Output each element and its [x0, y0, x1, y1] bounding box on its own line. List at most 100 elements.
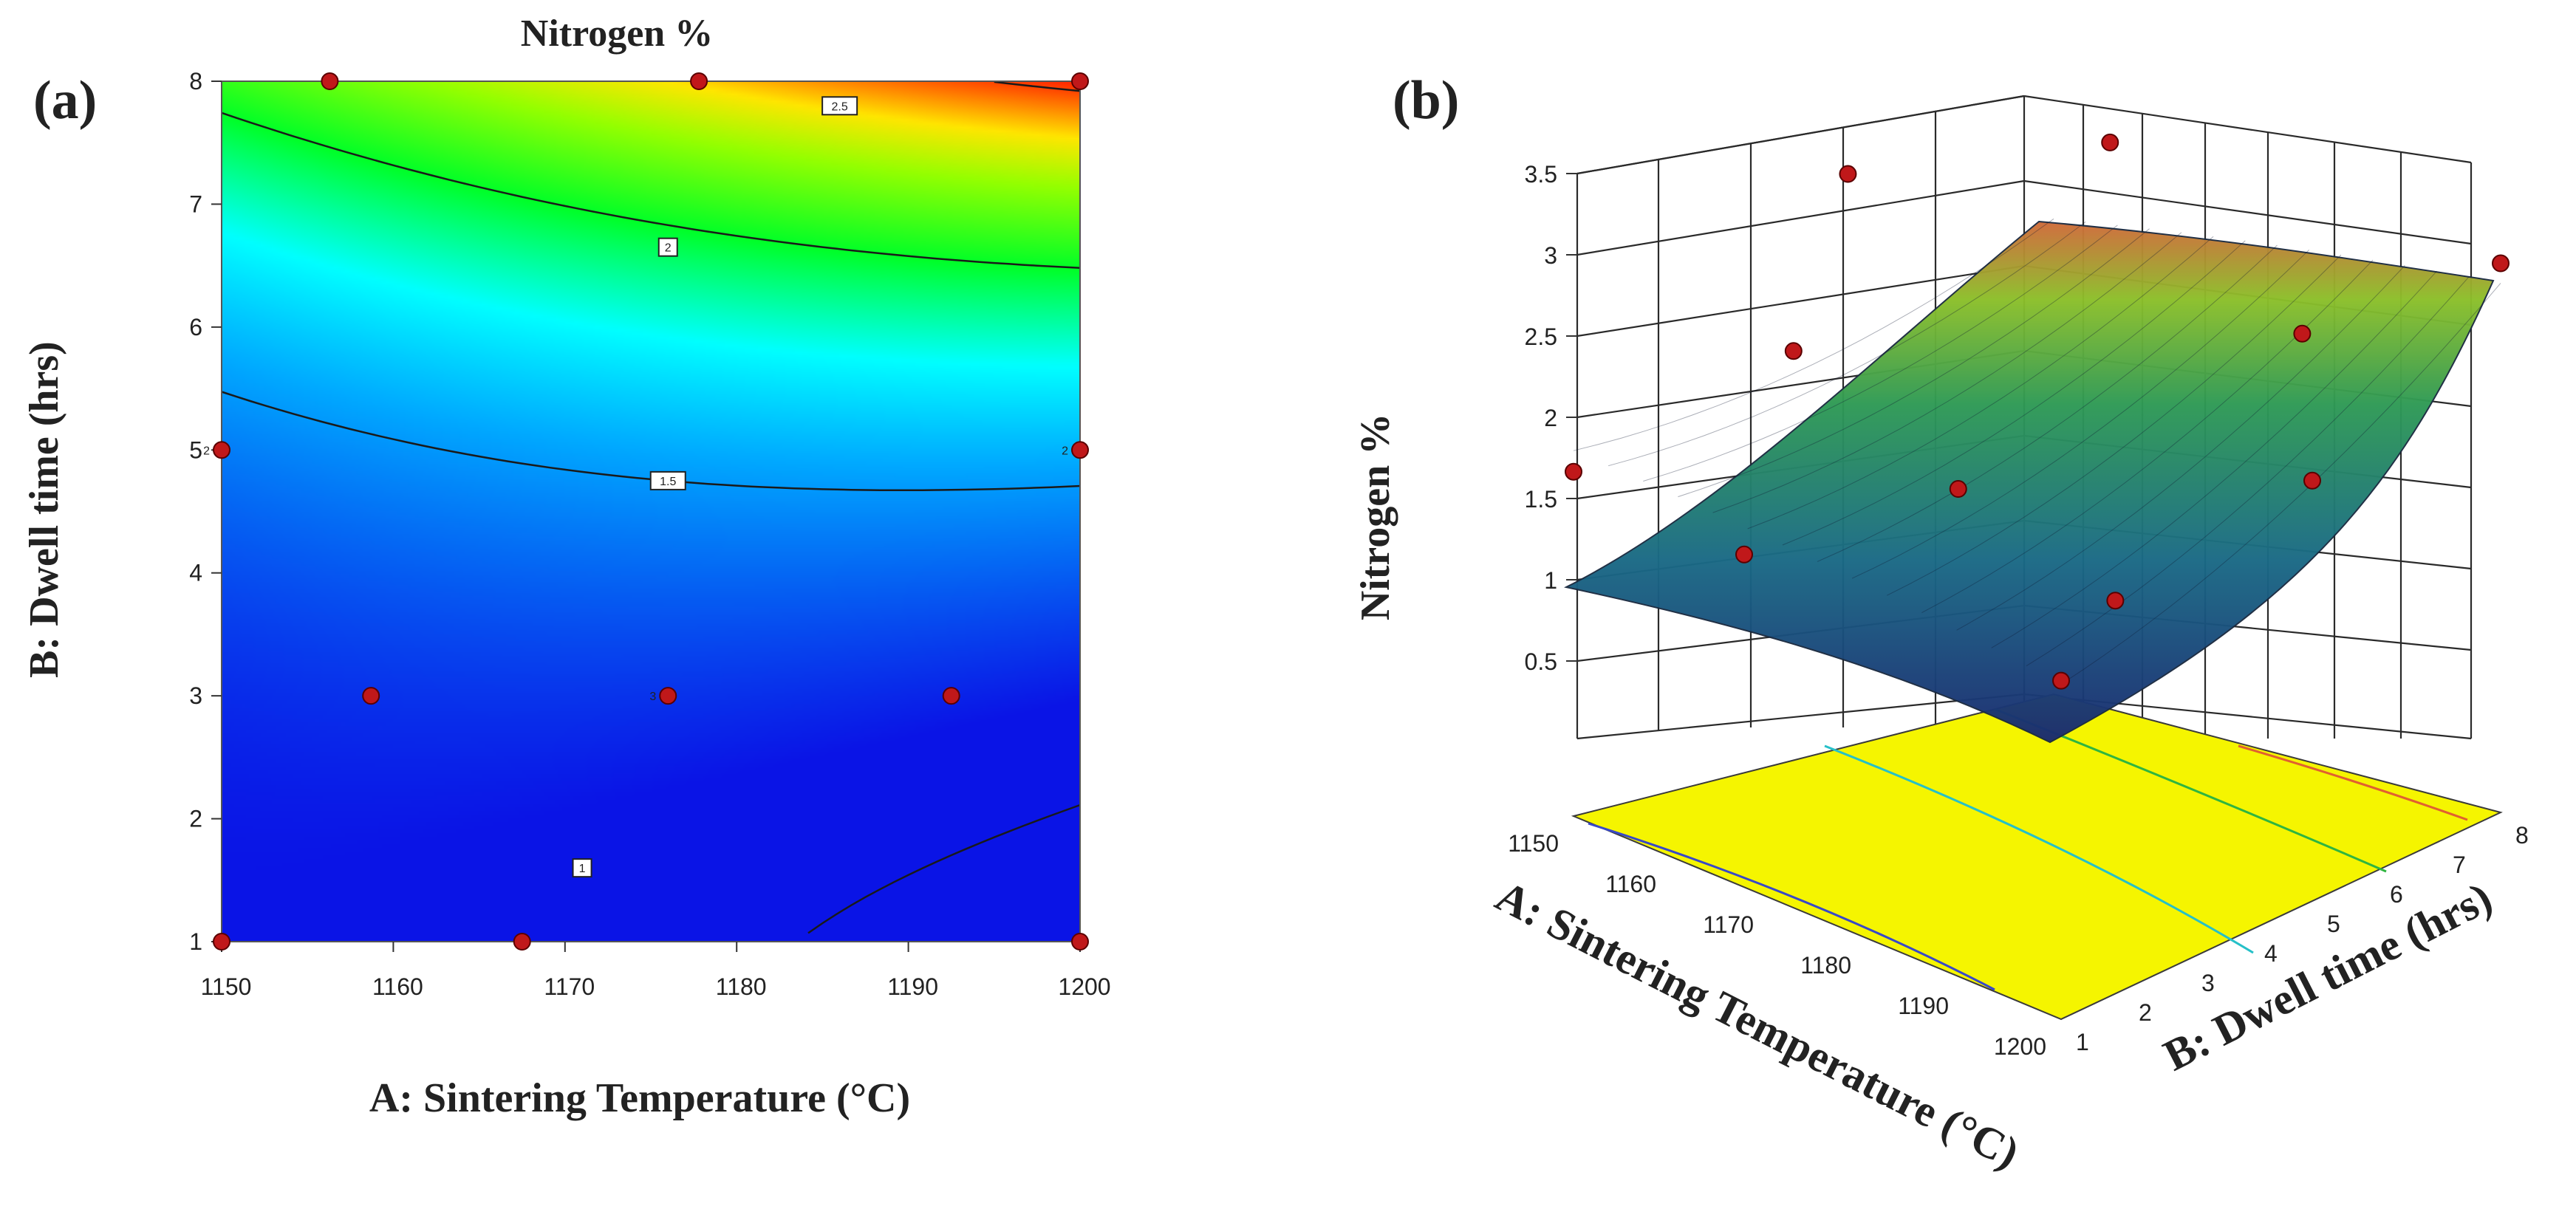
mesh-line [1608, 221, 2086, 467]
surface-design-point [1839, 165, 1857, 183]
surface-design-point [1565, 462, 1582, 481]
surface-design-point [2101, 133, 2119, 151]
x-tick-label: 1200 [1058, 973, 1110, 1000]
x-tick-label: 1190 [887, 973, 938, 1000]
surface-design-point [1949, 480, 1967, 499]
dwell-tick-label: 8 [2515, 822, 2529, 849]
temperature-tick-label: 1170 [1703, 911, 1754, 938]
mesh-line [1573, 218, 2054, 451]
dwell-tick-label: 1 [2076, 1029, 2089, 1055]
design-point [942, 687, 960, 705]
z-tick-label: 0.5 [1525, 648, 1557, 675]
design-point [690, 72, 708, 90]
temperature-tick-label: 1180 [1800, 952, 1851, 979]
x-tick-label: 1170 [544, 973, 595, 1000]
design-point [321, 72, 339, 90]
temperature-tick-label: 1150 [1508, 830, 1559, 857]
dwell-axis-ticks: 1 2 3 4 5 6 7 8 [2076, 822, 2529, 1055]
contour-label-box [649, 470, 686, 490]
contour-label-box [572, 858, 592, 878]
floor-contour-line-1 [1588, 822, 1995, 991]
z-tick-label: 2.5 [1525, 323, 1557, 350]
x-tick-label: 1150 [201, 973, 252, 1000]
design-point [362, 687, 380, 705]
surface-design-point [2106, 592, 2125, 610]
mesh-line [1851, 249, 2310, 579]
y-tick-label: 2 [189, 806, 202, 832]
dwell-tick-label: 3 [2201, 970, 2215, 996]
floor-contour-plane [1571, 693, 2503, 1021]
mesh-line [1991, 270, 2437, 648]
dwell-tick-label: 4 [2264, 940, 2278, 967]
surface-z-axis-label: Nitrogen % [1353, 414, 1398, 621]
y-tick-label: 7 [189, 191, 202, 217]
dwell-tick-label: 2 [2139, 999, 2152, 1026]
surface-design-point [1735, 545, 1753, 564]
mesh-line [1887, 254, 2342, 596]
design-point-count: 2 [1062, 445, 1068, 457]
mesh-line [1747, 236, 2214, 530]
design-point-count: 3 [649, 691, 656, 703]
contour-plot-frame [221, 81, 1081, 942]
z-tick-label: 1 [1544, 567, 1557, 594]
z-axis-ticks: 0.5 1 1.5 2 2.5 3 3.5 [1525, 161, 1577, 675]
contour-label: 1.5 [660, 476, 676, 488]
contour-label: 2 [665, 242, 672, 255]
x-tick-label: 1160 [372, 973, 423, 1000]
surface-design-points [1565, 133, 2510, 690]
mesh-line [2060, 283, 2501, 685]
design-point-count: 2 [203, 445, 210, 457]
floor-contour-line-4 [2238, 744, 2468, 821]
contour-label-box [657, 237, 678, 257]
mesh-line [1643, 225, 2118, 482]
panel-b-label: (b) [1393, 70, 1459, 131]
temperature-tick-label: 1190 [1898, 993, 1949, 1019]
floor-contour-line-2 [1824, 744, 2254, 954]
design-point [1071, 72, 1089, 90]
mesh-line [1956, 265, 2405, 631]
contour-level-labels: 1 1.5 2 2.5 [572, 96, 858, 878]
contour-y-ticks: 1 2 3 4 5 6 7 8 [189, 68, 222, 955]
surface-design-point [2492, 254, 2510, 273]
design-point [513, 933, 531, 951]
mesh-line [1712, 232, 2182, 513]
surface-design-point [1784, 342, 1803, 360]
temperature-tick-label: 1160 [1605, 871, 1656, 897]
contour-y-axis-label: B: Dwell time (hrs) [21, 341, 67, 678]
mesh-line [1782, 240, 2246, 546]
dwell-tick-label: 7 [2453, 852, 2466, 878]
contour-heatmap [222, 81, 1080, 942]
z-tick-label: 3.5 [1525, 161, 1557, 188]
dwell-tick-label: 5 [2327, 911, 2340, 937]
y-tick-label: 5 [189, 436, 202, 463]
response-surface [1564, 220, 2495, 744]
panel-b: (b) [1353, 70, 2529, 1178]
surface-design-point [2052, 671, 2070, 690]
contour-label-box [821, 96, 858, 116]
contour-design-points: 3 2 2 [203, 72, 1089, 951]
panel-a-label: (a) [33, 70, 97, 131]
y-tick-label: 4 [189, 560, 202, 586]
mesh-line [2026, 276, 2470, 667]
y-tick-label: 8 [189, 68, 202, 95]
contour-title: Nitrogen % [521, 13, 713, 55]
z-tick-label: 3 [1544, 242, 1557, 269]
design-point [1071, 933, 1089, 951]
contour-label: 1 [579, 863, 586, 875]
surface-design-point [2293, 324, 2312, 343]
dwell-tick-label: 6 [2390, 881, 2403, 908]
temperature-axis-ticks: 1150 1160 1170 1180 1190 1200 [1508, 830, 2046, 1060]
contour-line-1 [807, 804, 1081, 934]
contour-line-3 [221, 112, 1081, 269]
y-tick-label: 3 [189, 682, 202, 709]
y-tick-label: 6 [189, 314, 202, 340]
design-point [1071, 441, 1089, 459]
z-tick-label: 2 [1544, 405, 1557, 431]
contour-label: 2.5 [832, 100, 848, 113]
design-point [659, 687, 677, 705]
y-tick-label: 1 [189, 928, 202, 955]
contour-x-axis-label: A: Sintering Temperature (°C) [369, 1075, 910, 1121]
design-point [213, 933, 230, 951]
surface-design-point [2303, 471, 2321, 490]
